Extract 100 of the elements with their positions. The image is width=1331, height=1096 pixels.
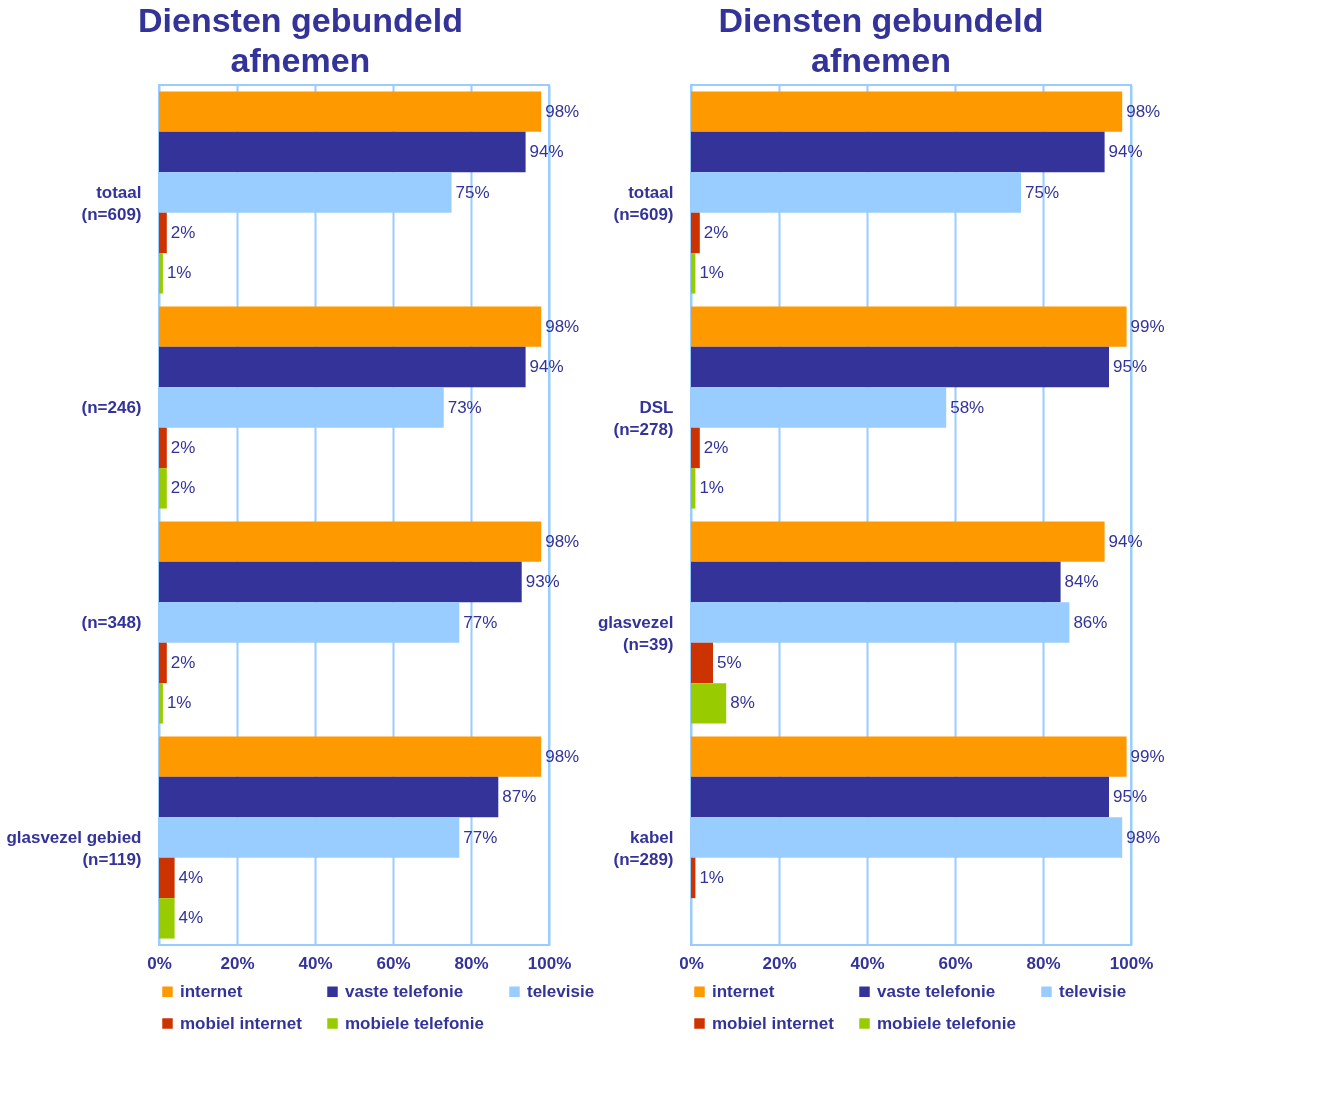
legend-label: mobiele telefonie xyxy=(345,1013,484,1033)
bar xyxy=(159,898,175,939)
legend-label: mobiel internet xyxy=(712,1013,835,1033)
data-label: 75% xyxy=(455,182,490,202)
legend-label: mobiele telefonie xyxy=(877,1013,1016,1033)
chart-title: Diensten gebundeld afnemen xyxy=(137,1,463,79)
data-label: 95% xyxy=(1113,357,1148,377)
data-label: 1% xyxy=(699,263,724,283)
bar xyxy=(691,857,696,899)
data-label: 99% xyxy=(1130,316,1165,336)
legend-label: televisie xyxy=(527,981,595,1001)
data-label: 4% xyxy=(178,867,204,887)
bar xyxy=(159,253,163,294)
data-label: 2% xyxy=(170,437,196,457)
data-label: 94% xyxy=(529,142,564,162)
bar xyxy=(159,212,167,254)
y-tick-label: glasvezel (n=39) xyxy=(597,612,674,654)
data-label: 2% xyxy=(170,478,196,498)
data-label: 75% xyxy=(1025,182,1060,202)
data-label: 95% xyxy=(1113,787,1148,807)
bar xyxy=(159,521,542,562)
data-label: 98% xyxy=(545,531,580,551)
x-tick-label: 60% xyxy=(938,953,973,973)
legend-label: vaste telefonie xyxy=(345,981,464,1001)
data-label: 4% xyxy=(178,908,204,928)
data-label: 94% xyxy=(529,357,564,377)
data-label: 84% xyxy=(1064,572,1099,592)
x-tick-label: 80% xyxy=(454,953,489,973)
data-label: 98% xyxy=(545,746,580,766)
data-label: 2% xyxy=(703,437,729,457)
bar xyxy=(159,857,175,899)
bar xyxy=(691,253,696,294)
x-tick-label: 0% xyxy=(147,953,172,973)
x-tick-label: 60% xyxy=(376,953,411,973)
bar xyxy=(691,91,1123,132)
chart-title: Diensten gebundeld afnemen xyxy=(718,1,1044,79)
bar xyxy=(159,561,522,603)
bar xyxy=(159,131,526,173)
x-tick-label: 40% xyxy=(298,953,333,973)
bar xyxy=(691,346,1109,388)
data-label: 2% xyxy=(703,222,729,242)
data-label: 94% xyxy=(1108,142,1143,162)
data-label: 86% xyxy=(1073,612,1108,632)
legend-label: internet xyxy=(180,981,243,1001)
data-label: 5% xyxy=(717,652,742,672)
data-label: 1% xyxy=(699,478,724,498)
bar xyxy=(691,521,1105,562)
y-tick-label: totaal (n=609) xyxy=(81,182,142,224)
data-label: 1% xyxy=(166,263,192,283)
bar xyxy=(691,306,1127,347)
bar xyxy=(159,346,526,388)
bar xyxy=(159,91,542,132)
bar xyxy=(159,306,542,347)
y-tick-label: glasvezel gebied (n=119) xyxy=(6,827,142,869)
data-label: 77% xyxy=(463,827,498,847)
data-label: 8% xyxy=(730,693,755,713)
bar xyxy=(691,561,1061,603)
bar xyxy=(691,683,727,724)
bar xyxy=(159,642,167,684)
bar xyxy=(691,468,696,509)
x-tick-label: 100% xyxy=(1109,953,1154,973)
data-label: 98% xyxy=(1126,101,1161,121)
bar xyxy=(691,427,700,469)
y-tick-label: (n=348) xyxy=(81,612,142,632)
data-label: 98% xyxy=(545,316,580,336)
bar xyxy=(159,468,167,509)
x-tick-label: 20% xyxy=(762,953,797,973)
bar xyxy=(159,736,542,777)
data-label: 1% xyxy=(166,693,192,713)
x-tick-label: 0% xyxy=(679,953,704,973)
data-label: 98% xyxy=(545,101,580,121)
data-label: 73% xyxy=(447,397,482,417)
bar xyxy=(159,683,163,724)
legend-label: mobiel internet xyxy=(180,1013,303,1033)
bar xyxy=(691,736,1127,777)
y-tick-label: DSL (n=278) xyxy=(613,397,674,439)
y-tick-label: totaal (n=609) xyxy=(613,182,674,224)
y-tick-label: (n=246) xyxy=(81,397,142,417)
data-label: 1% xyxy=(699,867,724,887)
data-label: 77% xyxy=(463,612,498,632)
bar xyxy=(159,776,499,818)
bar xyxy=(159,427,167,469)
bar xyxy=(691,642,713,684)
data-label: 87% xyxy=(502,787,537,807)
x-tick-label: 100% xyxy=(527,953,572,973)
legend-label: internet xyxy=(712,981,775,1001)
data-label: 2% xyxy=(170,652,196,672)
x-tick-label: 20% xyxy=(220,953,255,973)
data-label: 93% xyxy=(525,572,560,592)
data-label: 94% xyxy=(1108,531,1143,551)
legend-label: vaste telefonie xyxy=(877,981,996,1001)
bar xyxy=(691,212,700,254)
legend-label: televisie xyxy=(1059,981,1127,1001)
data-label: 99% xyxy=(1130,746,1165,766)
bar xyxy=(691,776,1109,818)
x-tick-label: 40% xyxy=(850,953,885,973)
data-label: 2% xyxy=(170,222,196,242)
x-tick-label: 80% xyxy=(1026,953,1061,973)
data-label: 98% xyxy=(1126,827,1161,847)
data-label: 58% xyxy=(950,397,985,417)
